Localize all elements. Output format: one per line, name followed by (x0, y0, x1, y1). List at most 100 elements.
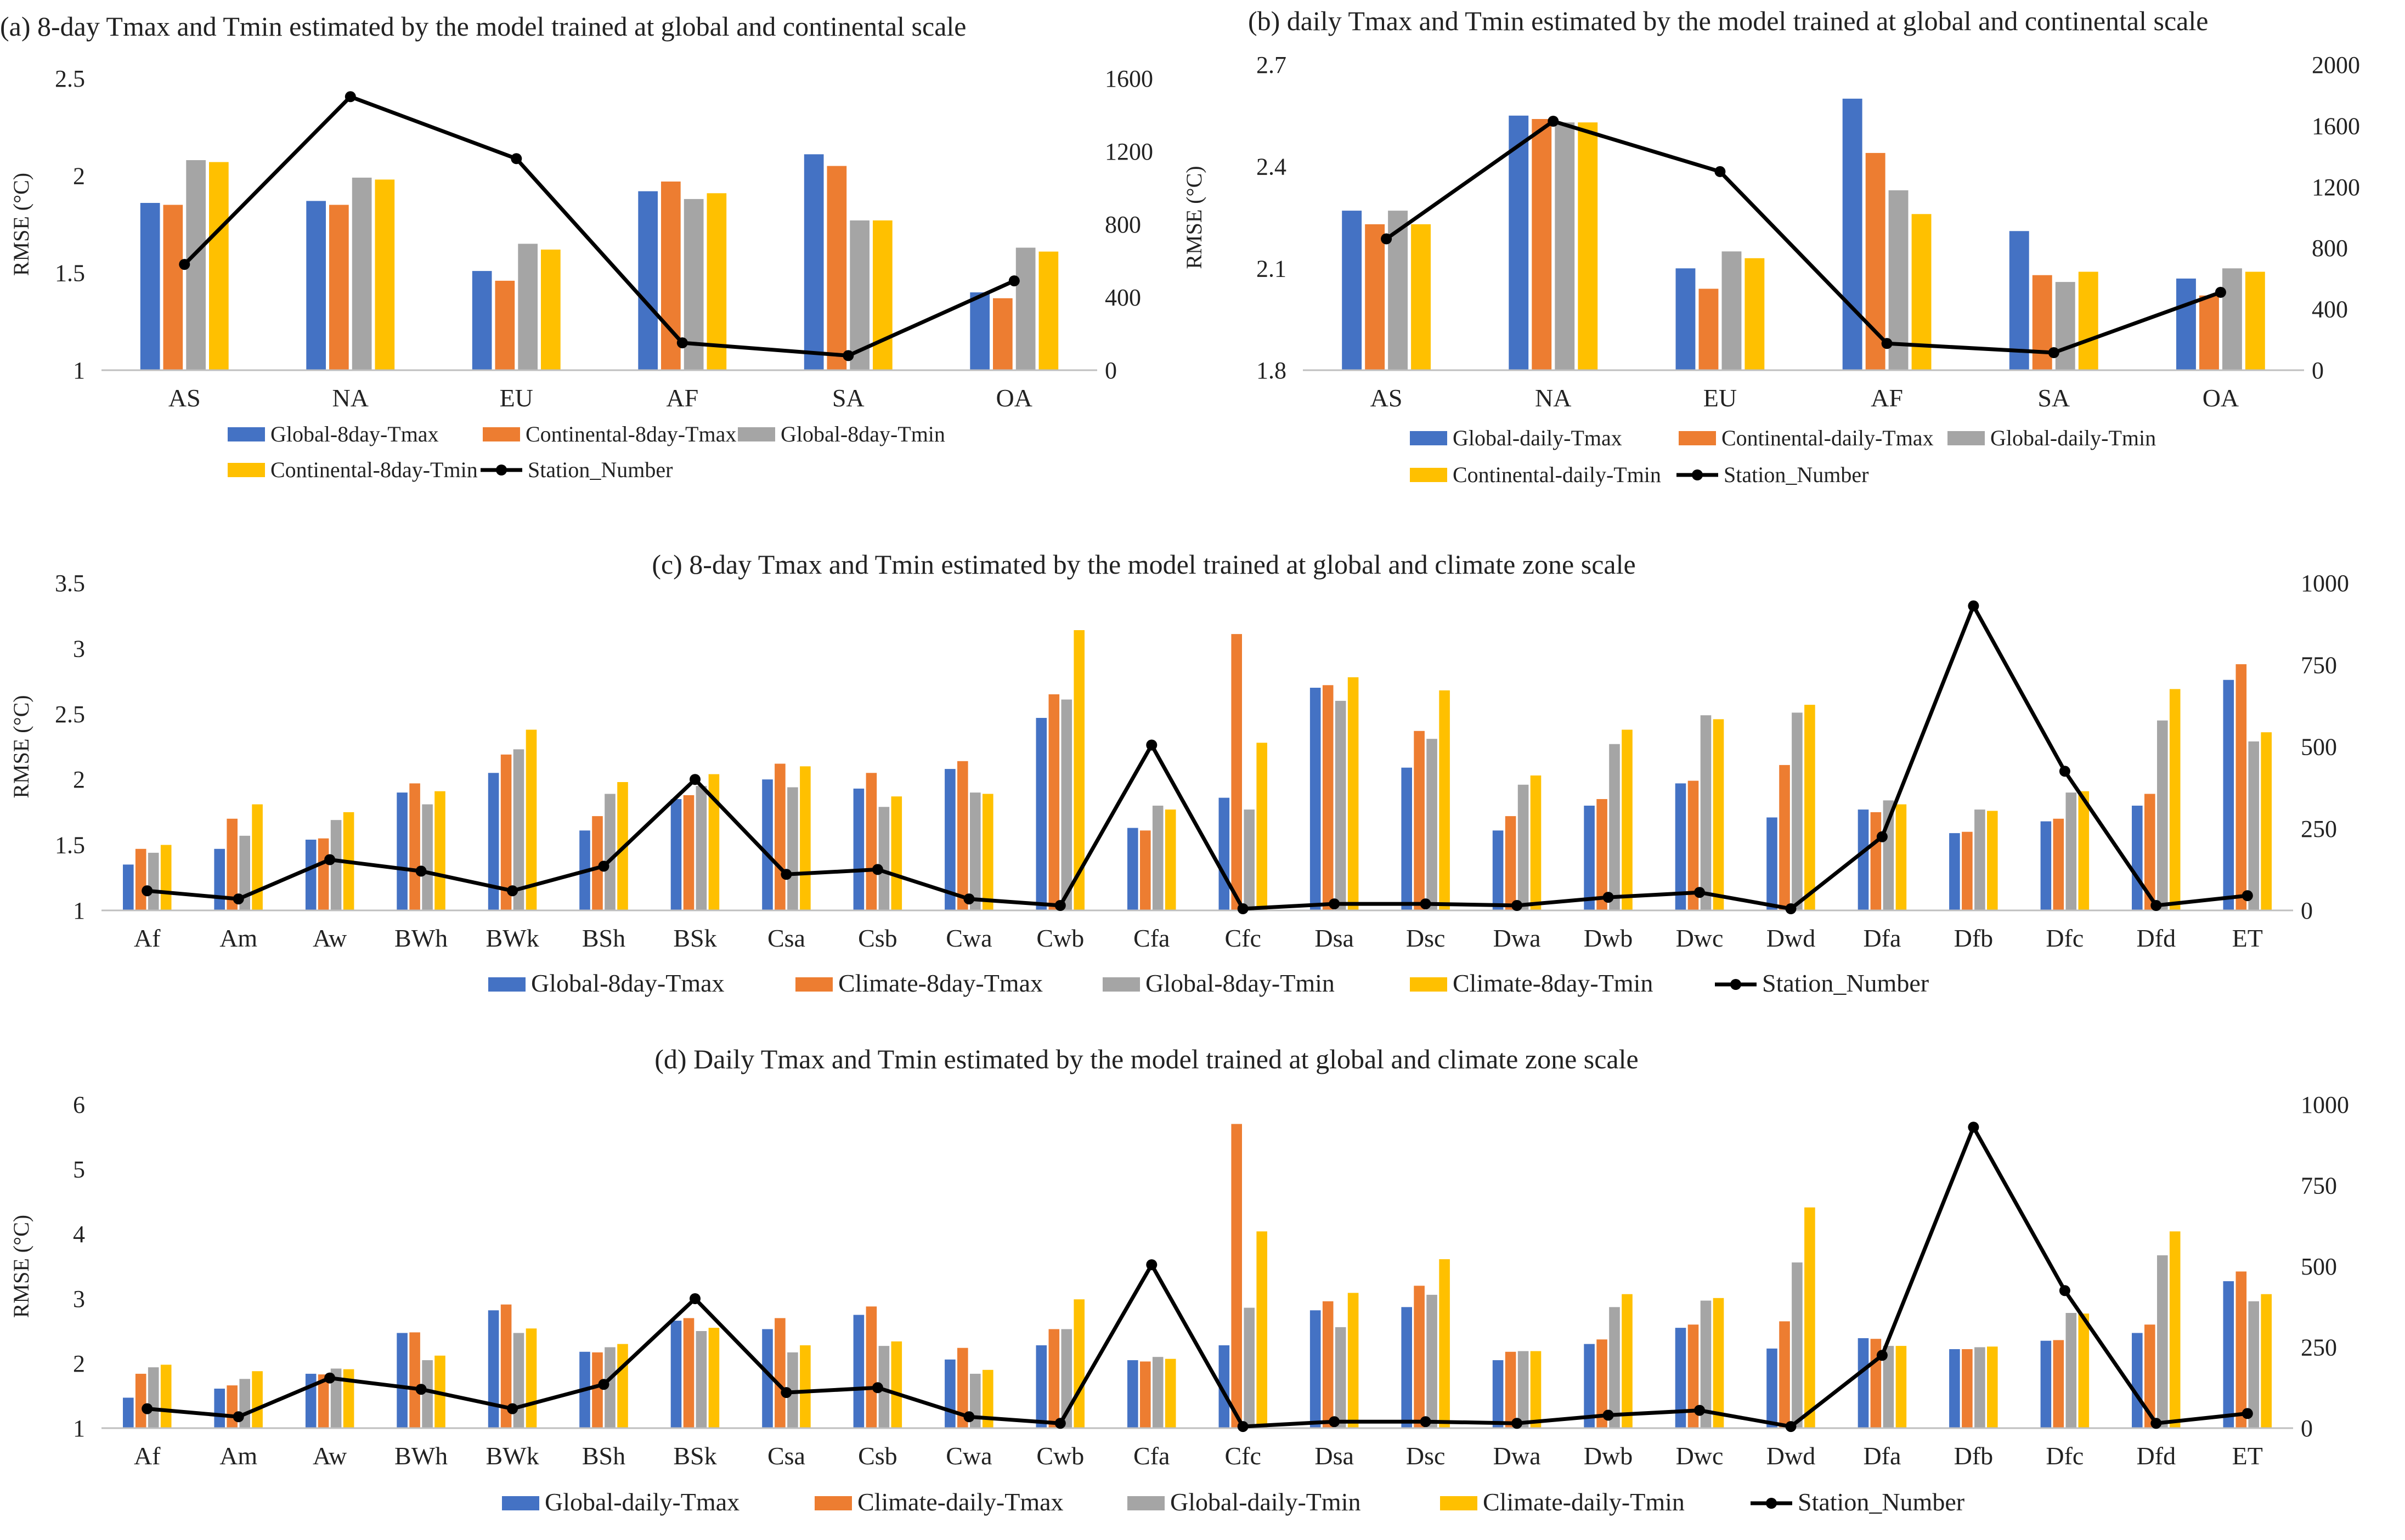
bar (330, 1368, 342, 1428)
legend-swatch (1440, 1496, 1477, 1510)
bar (1061, 699, 1072, 910)
bar (1152, 806, 1164, 910)
panel-d-chart: (d) Daily Tmax and Tmin estimated by the… (9, 1044, 2349, 1516)
x-tick-label: BWh (394, 1442, 448, 1470)
bar (1858, 809, 1869, 910)
bar (2032, 275, 2052, 370)
bar (853, 788, 865, 910)
legend-swatch (1410, 468, 1447, 482)
bar (878, 807, 890, 910)
legend-swatch (1410, 431, 1447, 445)
legend-label: Global-daily-Tmin (1170, 1488, 1360, 1516)
bar (397, 792, 408, 910)
y2-tick-label: 1200 (1105, 138, 1153, 165)
x-tick-label: Af (134, 924, 161, 952)
chart-title: (b) daily Tmax and Tmin estimated by the… (1248, 5, 2208, 36)
bar (696, 1331, 707, 1428)
bar (1858, 1338, 1869, 1428)
x-tick-label: Dfb (1954, 1442, 1994, 1470)
bar (472, 271, 492, 370)
bar (1596, 799, 1607, 910)
bar (1256, 1231, 1267, 1428)
bar (1165, 809, 1176, 910)
legend-label: Climate-daily-Tmax (857, 1488, 1064, 1516)
y-tick-label: 3 (73, 635, 85, 662)
panel-b-chart: (b) daily Tmax and Tmin estimated by the… (1182, 5, 2360, 487)
station-point (142, 1403, 153, 1414)
x-tick-label: SA (2037, 384, 2070, 412)
x-tick-label: AS (1370, 384, 1403, 412)
x-tick-label: BSh (582, 924, 625, 952)
bar (1962, 1349, 1973, 1428)
bar (526, 729, 537, 910)
x-tick-label: Af (134, 1442, 161, 1470)
y2-tick-label: 1600 (2312, 112, 2360, 139)
station-point (1054, 900, 1066, 911)
x-tick-label: Cfc (1225, 924, 1261, 952)
bar (135, 1373, 146, 1428)
station-point (1237, 1421, 1249, 1433)
bar (1411, 224, 1431, 370)
bar (707, 193, 727, 370)
bar (1152, 1357, 1164, 1428)
station-point (345, 91, 356, 103)
legend-swatch (815, 1496, 852, 1510)
station-point (233, 1411, 244, 1423)
bar (1596, 1339, 1607, 1428)
bar (605, 794, 616, 910)
y-tick-label: 2 (73, 1350, 85, 1377)
bar (1530, 775, 1542, 910)
bar (2040, 821, 2052, 910)
bar (1322, 685, 1334, 910)
bar (1687, 1324, 1699, 1428)
bar (2078, 791, 2090, 910)
bar (2144, 794, 2155, 910)
x-tick-label: Csb (858, 924, 897, 952)
bar (683, 1318, 695, 1428)
station-point (1876, 831, 1888, 842)
bar (318, 1374, 329, 1428)
bar (1675, 268, 1696, 370)
bar (1870, 812, 1882, 910)
bar (1842, 98, 1862, 370)
bar (853, 1315, 865, 1428)
station-point (2150, 1418, 2162, 1429)
legend-label: Continental-daily-Tmin (1453, 462, 1661, 487)
station-point (2242, 1408, 2253, 1419)
bar (891, 1341, 902, 1428)
station-point (1876, 1350, 1888, 1361)
chart-title: (a) 8-day Tmax and Tmin estimated by the… (0, 11, 966, 42)
bar (2248, 1301, 2259, 1428)
bar (1401, 767, 1412, 910)
station-point (2048, 347, 2059, 358)
bar (397, 1333, 408, 1428)
station-point (511, 153, 522, 165)
x-tick-label: Cfa (1133, 924, 1170, 952)
bar (2169, 689, 2181, 910)
bar (409, 1332, 420, 1428)
bar (305, 1373, 317, 1428)
x-tick-label: BSk (673, 924, 716, 952)
legend-label: Global-daily-Tmax (545, 1488, 739, 1516)
x-tick-label: AS (168, 384, 201, 412)
station-point (1548, 116, 1559, 127)
legend-swatch (1947, 431, 1985, 445)
bar (708, 1328, 720, 1428)
station-point (781, 869, 792, 880)
bar (1015, 247, 1036, 370)
bar (209, 162, 229, 370)
station-point (179, 259, 190, 270)
bar (850, 220, 870, 370)
bar (2055, 282, 2075, 370)
bar (1365, 224, 1385, 370)
bar (1622, 1294, 1633, 1428)
x-tick-label: BWk (486, 1442, 539, 1470)
bar (1244, 809, 1255, 910)
station-point (963, 1411, 975, 1423)
bar (1517, 1351, 1529, 1428)
bar (1517, 784, 1529, 910)
bar (329, 205, 349, 370)
bar (1048, 1329, 1060, 1428)
y2-tick-label: 500 (2301, 734, 2337, 761)
